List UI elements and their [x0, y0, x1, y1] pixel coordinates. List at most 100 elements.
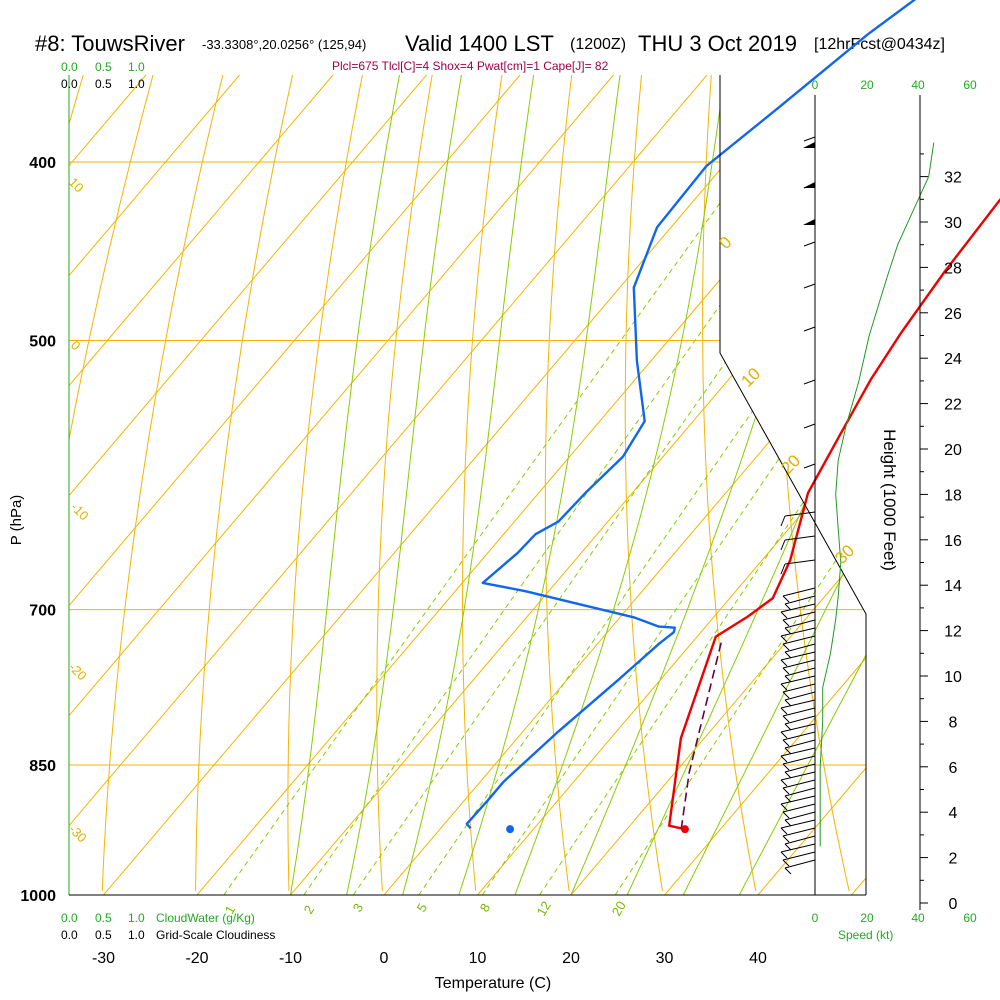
- dry-adiabat-label: 20: [777, 451, 804, 478]
- temperature-tick--20: -20: [185, 950, 208, 967]
- wind-barb-pennant: [803, 219, 815, 225]
- temperature-tick-20: 20: [562, 950, 580, 967]
- height-tick-26: 26: [944, 306, 962, 323]
- wind-barb-flag: [782, 595, 790, 603]
- wind-barb: [780, 795, 816, 805]
- wind-barb-flag: [782, 667, 790, 675]
- wind-barb-flag: [780, 779, 788, 787]
- wind-speed-line: [819, 142, 935, 847]
- isotherm-10: [477, 75, 866, 895]
- height-tick-18: 18: [944, 487, 962, 504]
- isotherm--30: [103, 75, 801, 895]
- wind-barb: [784, 859, 816, 869]
- mixing-ratio-label: 5: [414, 901, 431, 915]
- cloudiness-label: Grid-Scale Cloudiness: [156, 928, 275, 942]
- wind-barb: [780, 843, 816, 853]
- moist-adiabat-0: [290, 75, 465, 895]
- speed-top-40: 40: [911, 78, 925, 92]
- sounding-stats: Plcl=675 Tlcl[C]=4 Shox=4 Pwat[cm]=1 Cap…: [332, 59, 609, 73]
- isotherm--90: [69, 75, 240, 895]
- cl-bot-1: 1.0: [128, 928, 145, 942]
- isotherm--70: [69, 75, 427, 895]
- wind-barb: [782, 587, 816, 597]
- height-tick-28: 28: [944, 260, 962, 277]
- pressure-axis-label: P (hPa): [8, 495, 25, 546]
- wind-barb: [784, 739, 816, 749]
- wind-barb-flag: [780, 755, 788, 763]
- pressure-tick-1000: 1000: [20, 888, 56, 905]
- temperature-tick-40: 40: [749, 950, 767, 967]
- mixing-ratio-label: 3: [350, 901, 367, 915]
- moist-adiabat-1: [346, 75, 521, 895]
- wind-barb-flag: [782, 619, 790, 627]
- cl-top-0: 0.0: [61, 77, 78, 91]
- speed-bot-0: 0: [812, 911, 819, 925]
- dry-adiabat-label: 0: [715, 233, 735, 253]
- cw-top-1: 1.0: [128, 60, 145, 74]
- wind-barb-flag: [782, 691, 790, 699]
- isotherm-50: [851, 75, 866, 895]
- pressure-tick-400: 400: [29, 155, 56, 172]
- wind-barb-flag: [803, 463, 816, 469]
- temperature-tick-10: 10: [469, 950, 487, 967]
- height-tick-8: 8: [949, 714, 958, 731]
- wind-barb-flag: [780, 803, 788, 811]
- surface-dewpoint-dot: [506, 825, 515, 834]
- wind-barb-flag: [782, 835, 790, 843]
- cl-bot-0: 0.0: [61, 928, 78, 942]
- dry-adiabat-273: [376, 75, 433, 892]
- mixing-ratio-label: 8: [477, 901, 494, 915]
- wind-barb-flag: [782, 811, 790, 819]
- wind-barb: [782, 827, 816, 837]
- height-tick-12: 12: [944, 624, 962, 641]
- mixing-ratio-20: [614, 161, 866, 895]
- cloudwater-scale-top: 0.0 0.5 1.0 0.0 0.5 1.0: [61, 60, 145, 91]
- wind-barb-flag: [782, 859, 790, 867]
- speed-top-0: 0: [812, 78, 819, 92]
- isotherm-30: [664, 75, 866, 895]
- wind-barb-flag: [780, 827, 788, 835]
- wind-barb: [782, 755, 816, 765]
- wind-barb-flag: [784, 651, 792, 659]
- dry-adiabat-353: [991, 75, 1000, 891]
- mixing-ratio-label: 20: [609, 898, 629, 918]
- dry-adiabat-313: [702, 75, 757, 892]
- wind-barb-flag: [784, 867, 792, 875]
- wind-barb: [780, 723, 816, 733]
- wind-barb-flag: [784, 843, 792, 851]
- wind-barb: [784, 763, 816, 773]
- wind-barb-flag: [803, 379, 816, 385]
- wind-barb: [780, 699, 816, 709]
- wind-barb-flag: [803, 241, 816, 247]
- wind-barb: [780, 675, 816, 685]
- wind-barb: [784, 511, 816, 517]
- height-tick-4: 4: [949, 805, 958, 822]
- cw-top-05: 0.5: [95, 60, 112, 74]
- dry-adiabat-label: 10: [737, 364, 764, 391]
- wind-barb: [782, 635, 816, 645]
- height-tick-22: 22: [944, 397, 962, 414]
- sounding-profiles: [465, 0, 1000, 834]
- height-tick-30: 30: [944, 215, 962, 232]
- wind-barb-flag: [782, 643, 790, 651]
- cw-bot-1: 1.0: [128, 911, 145, 925]
- height-tick-24: 24: [944, 351, 962, 368]
- dry-adiabat-233: [69, 75, 154, 892]
- speed-top-60: 60: [963, 78, 977, 92]
- isotherm--100: [69, 75, 147, 895]
- wind-barb-flag: [782, 739, 790, 747]
- wind-barb: [780, 819, 816, 829]
- forecast-hour: [12hrFcst@0434z]: [814, 36, 945, 53]
- wind-barb-pennant: [803, 142, 815, 148]
- wind-barb: [784, 691, 816, 701]
- wind-barb-flag: [803, 423, 816, 429]
- wind-barb-flag: [784, 627, 792, 635]
- height-tick-20: 20: [944, 442, 962, 459]
- dry-adiabat-283: [462, 75, 503, 892]
- wind-barb: [780, 747, 816, 757]
- wind-barb: [784, 643, 816, 653]
- height-tick-32: 32: [944, 170, 962, 187]
- dry-adiabat-343: [921, 75, 1000, 891]
- wind-barb: [782, 707, 816, 717]
- wind-barb: [782, 803, 816, 813]
